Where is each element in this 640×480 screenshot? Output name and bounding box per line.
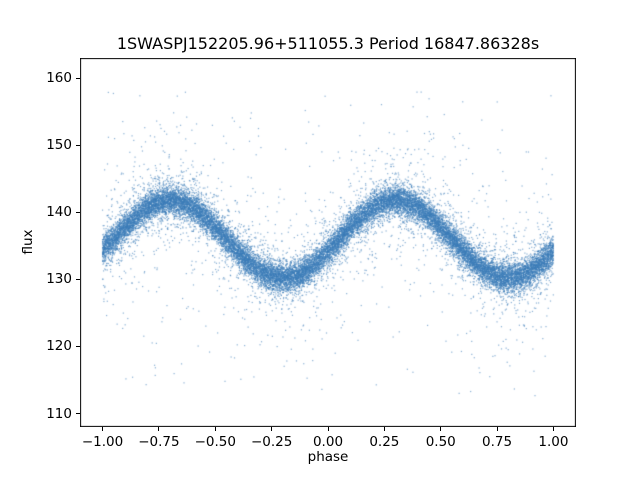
x-tick-mark (158, 427, 160, 431)
x-tick-label: −0.75 (138, 434, 180, 450)
x-tick-mark (327, 427, 329, 431)
x-tick-mark (271, 427, 273, 431)
y-tick-label: 150 (46, 137, 72, 154)
x-axis-label: phase (307, 449, 349, 465)
y-tick-label: 110 (46, 405, 72, 422)
plot-area (80, 58, 576, 427)
x-tick-label: 0.75 (482, 434, 513, 450)
scatter-canvas (80, 58, 576, 427)
x-tick-label: −0.50 (194, 434, 236, 450)
x-tick-label: 0.50 (425, 434, 456, 450)
chart-title: 1SWASPJ152205.96+511055.3 Period 16847.8… (116, 34, 540, 53)
x-tick-label: 0.00 (312, 434, 344, 450)
x-tick-label: 1.00 (538, 434, 569, 450)
y-axis-label: flux (20, 229, 36, 255)
x-tick-mark (440, 427, 442, 431)
x-tick-mark (102, 427, 104, 431)
x-tick-mark (552, 427, 554, 431)
x-tick-mark (383, 427, 385, 431)
x-tick-mark (496, 427, 498, 431)
x-tick-label: 0.25 (369, 434, 400, 450)
y-tick-label: 160 (46, 70, 72, 87)
x-tick-label: −0.25 (250, 434, 293, 450)
x-tick-label: −1.00 (81, 434, 124, 450)
x-tick-mark (214, 427, 216, 431)
y-tick-label: 120 (46, 338, 72, 355)
